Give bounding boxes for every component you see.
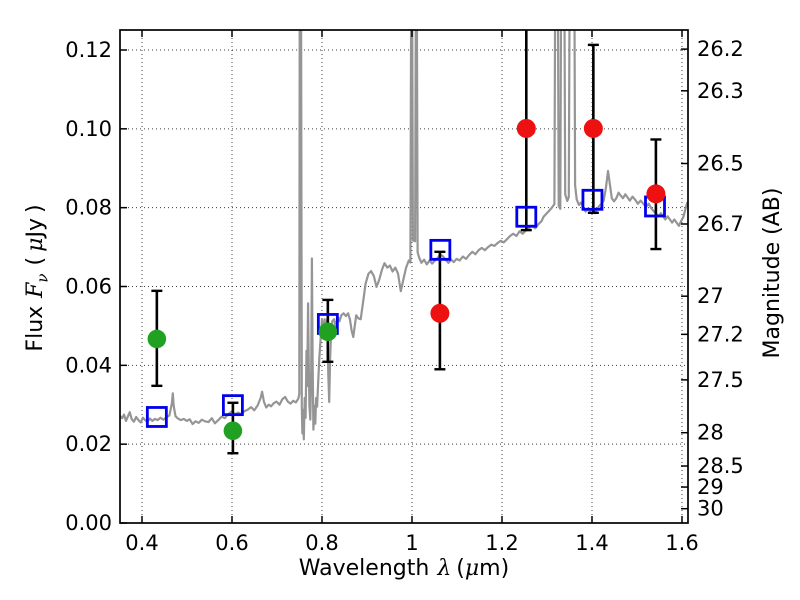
magnitude-tick-label: 28 — [697, 421, 724, 445]
magnitude-tick-label: 26.3 — [697, 79, 744, 103]
ylabel-unit: Jy — [23, 218, 48, 238]
axes-frame — [119, 29, 689, 524]
error-bars — [151, 30, 662, 455]
xlabel-lambda-symbol: λ — [437, 556, 452, 581]
y-tick-label: 0.00 — [65, 511, 112, 535]
red-data-point — [646, 184, 666, 204]
grid-lines — [120, 30, 688, 523]
y-tick-label: 0.04 — [65, 353, 112, 377]
x-tick-label: 1.4 — [575, 531, 608, 555]
xlabel-mu-symbol: μ — [464, 556, 480, 581]
red-data-point — [516, 118, 536, 138]
green-data-point — [223, 421, 243, 441]
ylabel-close-paren: ) — [23, 204, 48, 214]
magnitude-tick-label: 27.2 — [697, 322, 744, 346]
tick-marks — [120, 30, 688, 524]
model-photometry-square — [429, 238, 452, 261]
magnitude-tick-label: 27.5 — [697, 368, 744, 392]
x-tick-label: 0.8 — [305, 531, 338, 555]
x-tick-label: 0.4 — [125, 531, 158, 555]
magnitude-tick-label: 27 — [697, 284, 724, 308]
xlabel-close-paren: ) — [500, 556, 510, 581]
y-tick-label: 0.10 — [65, 117, 112, 141]
green-data-point — [318, 322, 338, 342]
red-data-point — [430, 303, 450, 323]
ylabel-open-paren: ( — [23, 256, 48, 266]
ylabel-word: Flux — [23, 305, 48, 352]
spectrum-line — [120, 30, 688, 441]
y-tick-label: 0.02 — [65, 432, 112, 456]
y-tick-label: 0.12 — [65, 38, 112, 62]
model-photometry-square — [145, 406, 168, 428]
magnitude-tick-label: 29 — [697, 475, 724, 499]
x-tick-label: 1 — [405, 531, 418, 555]
y-tick-label: 0.08 — [65, 196, 112, 220]
red-data-point — [583, 118, 603, 138]
model-photometry-square — [515, 205, 538, 228]
model-photometry-square — [581, 188, 604, 211]
magnitude-tick-label: 26.5 — [697, 152, 744, 176]
x-tick-label: 0.6 — [215, 531, 248, 555]
y-axis-label-flux: Flux Fν ( μJy) — [20, 128, 52, 428]
green-data-point — [147, 329, 167, 349]
y-axis-label-magnitude: Magnitude (AB) — [757, 123, 789, 423]
magnitude-tick-label: 30 — [697, 497, 724, 521]
magnitude-tick-label: 26.2 — [697, 37, 744, 61]
ylabel-right-text: Magnitude (AB) — [760, 187, 785, 359]
model-photometry-square — [221, 394, 244, 417]
xlabel-unit: m — [479, 556, 501, 581]
xlabel-word: Wavelength — [298, 556, 430, 581]
x-tick-label: 1.6 — [665, 531, 698, 555]
ylabel-F-symbol: F — [23, 282, 48, 298]
xlabel-open-paren: ( — [456, 556, 465, 581]
magnitude-tick-label: 28.5 — [697, 454, 744, 478]
y-tick-label: 0.06 — [65, 274, 112, 298]
magnitude-tick-label: 26.7 — [697, 212, 744, 236]
x-tick-label: 1.2 — [485, 531, 518, 555]
ylabel-nu-subscript: ν — [33, 273, 52, 283]
x-axis-label-wavelength: Wavelength λ (μm) — [204, 554, 604, 584]
ylabel-mu-symbol: μ — [23, 237, 48, 252]
